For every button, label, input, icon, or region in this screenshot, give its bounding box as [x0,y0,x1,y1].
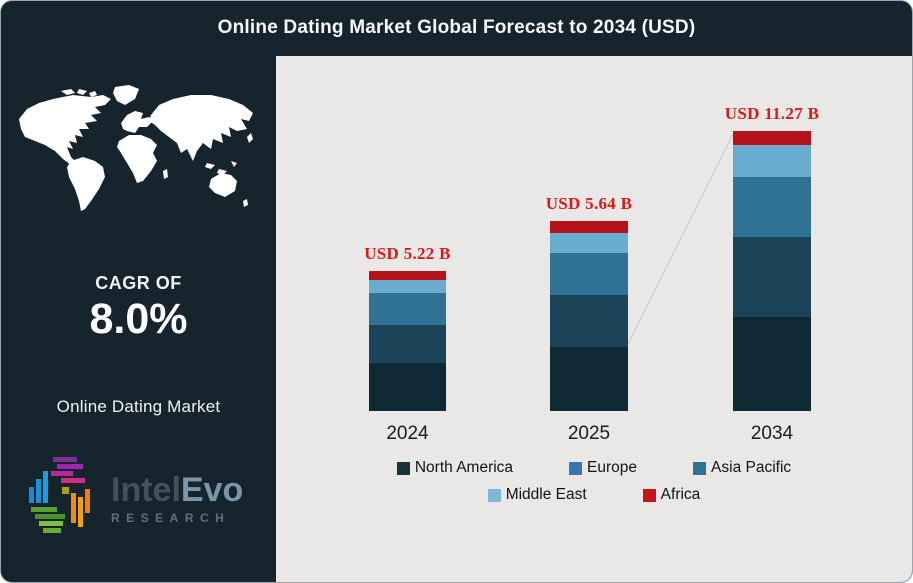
intelevo-logo: IntelEvo RESEARCH [27,453,243,545]
legend-label-middle-east: Middle East [505,486,587,503]
logo-text: IntelEvo RESEARCH [111,473,243,525]
chart-panel: USD 5.22 B 2024 USD 5.64 B 2025 USD 11.27 B 2… [276,56,912,582]
page-title: Online Dating Market Global Forecast to … [217,17,696,38]
logo-name: IntelEvo [111,471,244,509]
legend-item-asia-pacific: Asia Pacific [693,459,791,477]
x-axis-label-2024: 2024 [386,423,429,444]
segment-asia-pacific-2034 [733,177,811,238]
segment-middle-east-2025 [550,233,628,253]
world-map-icon [19,85,253,211]
segment-asia-pacific-2025 [550,252,628,295]
legend-item-middle-east: Middle East [487,486,587,504]
segment-north-america-2034 [733,316,811,411]
legend-item-north-america: North America [396,459,514,477]
segment-africa-2024 [369,271,446,280]
legend-swatch-africa [642,488,656,502]
legend-swatch-middle-east [487,488,501,502]
legend-swatch-asia-pacific [693,461,707,475]
bar-total-label-2025: USD 5.64 B [545,194,633,213]
bar-total-label-2034: USD 11.27 B [724,104,820,123]
x-axis-label-2034: 2034 [750,423,794,444]
legend-swatch-north-america [396,461,410,475]
market-name: Online Dating Market [56,397,221,416]
bar-total-label-2024: USD 5.22 B [364,244,451,263]
cagr-label: CAGR OF [95,273,182,293]
segment-europe-2024 [369,324,446,363]
segment-north-america-2025 [550,347,628,411]
stacked-bar-2034 [733,131,811,411]
legend-label-africa: Africa [660,486,701,503]
segment-north-america-2024 [369,363,446,411]
legend-swatch-europe [569,461,583,475]
segment-africa-2034 [733,131,811,145]
legend-label-asia-pacific: Asia Pacific [711,459,792,476]
legend-row-1: North America Europe Asia Pacific [276,459,912,477]
segment-africa-2025 [550,221,628,234]
legend-item-europe: Europe [569,459,637,477]
segment-middle-east-2034 [733,144,811,178]
segment-asia-pacific-2024 [369,293,446,325]
segment-europe-2025 [550,294,628,347]
intelevo-logo-icon [29,457,90,533]
logo-subtitle: RESEARCH [111,511,231,525]
cagr-value: 8.0% [89,295,188,343]
segment-middle-east-2024 [369,279,446,294]
stacked-bar-2024 [369,271,446,411]
sidebar: CAGR OF 8.0% Online Dating Market [1,1,276,582]
stacked-bar-2025 [550,221,628,411]
legend-label-north-america: North America [414,459,514,476]
segment-europe-2034 [733,237,811,317]
legend-item-africa: Africa [642,486,701,504]
legend-label-europe: Europe [587,459,638,476]
x-axis-label-2025: 2025 [567,423,611,444]
legend-row-2: Middle East Africa [276,486,912,504]
